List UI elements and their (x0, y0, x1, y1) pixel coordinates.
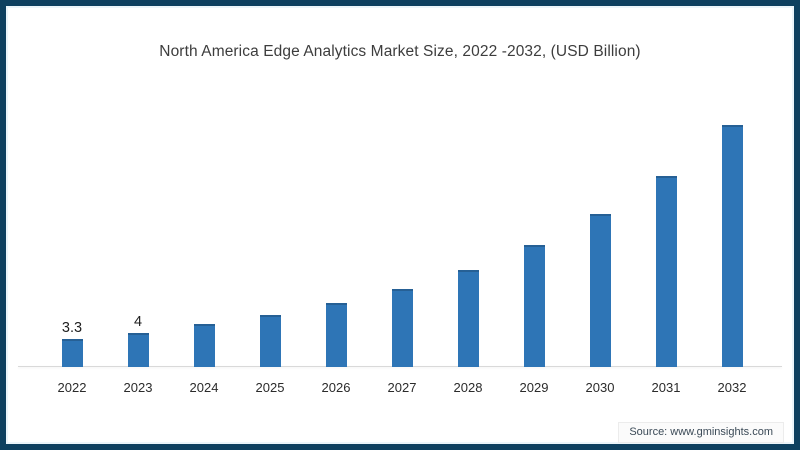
bar-2028 (457, 270, 479, 367)
plot-area: 2022 3.3 2023 4 2024 2025 2026 2027 2028 2029 2030… (6, 6, 794, 444)
x-tick-label-2027: 2027 (387, 380, 417, 395)
bar-value-label-2022: 3.3 (61, 320, 83, 336)
bar-2032 (721, 125, 743, 367)
bar-value-label-2023: 4 (133, 314, 143, 330)
chart-title: North America Edge Analytics Market Size… (159, 43, 641, 60)
bar-2031 (655, 176, 677, 367)
x-tick-label-2022: 2022 (57, 380, 87, 395)
bar-2023 (127, 333, 149, 367)
x-tick-label-2026: 2026 (321, 380, 351, 395)
bar-2030 (589, 214, 611, 367)
x-tick-label-2028: 2028 (453, 380, 483, 395)
x-tick-label-2025: 2025 (255, 380, 285, 395)
x-tick-label-2031: 2031 (651, 380, 681, 395)
source-box: Source: www.gminsights.com (618, 422, 784, 443)
bar-2026 (325, 303, 347, 367)
bar-2024 (193, 324, 215, 367)
x-tick-label-2030: 2030 (585, 380, 615, 395)
x-tick-label-2029: 2029 (519, 380, 549, 395)
bar-2027 (391, 289, 413, 367)
bar-2022 (61, 339, 83, 367)
bar-2025 (259, 315, 281, 367)
x-tick-label-2032: 2032 (717, 380, 747, 395)
source-text: Source: www.gminsights.com (629, 426, 773, 438)
x-tick-label-2023: 2023 (123, 380, 153, 395)
x-tick-label-2024: 2024 (189, 380, 219, 395)
bar-2029 (523, 245, 545, 367)
